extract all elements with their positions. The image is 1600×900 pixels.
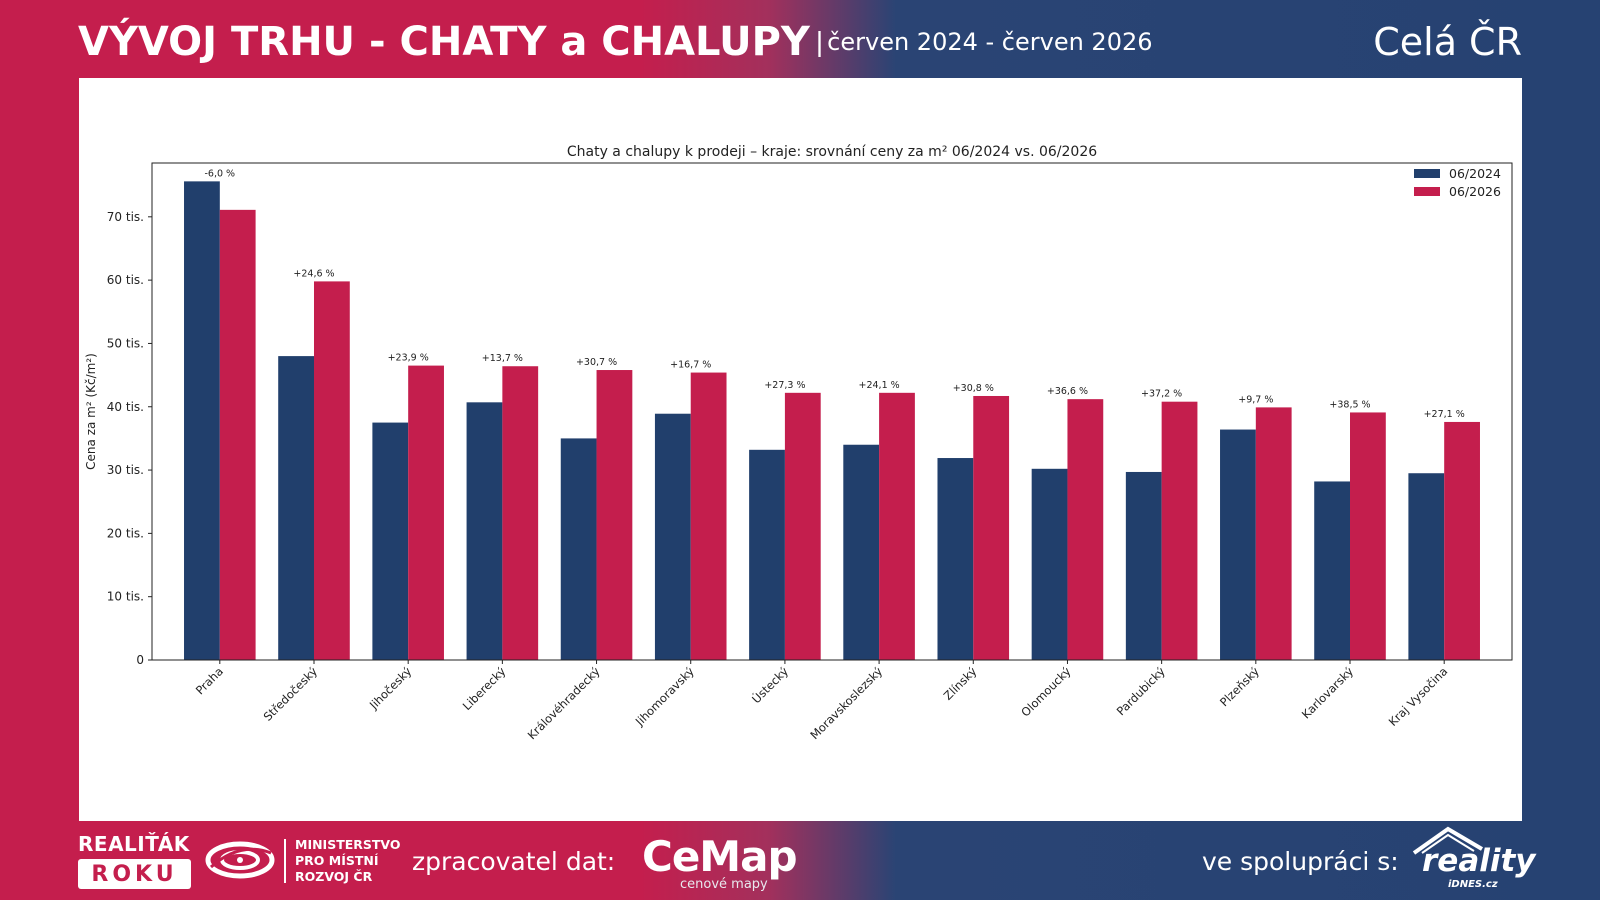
header-title-group: VÝVOJ TRHU - CHATY a CHALUPY | červen 20… bbox=[78, 12, 1153, 72]
change-label: +9,7 % bbox=[1238, 394, 1273, 405]
cemap-logo-text: CeMap bbox=[642, 832, 798, 881]
title-separator: | bbox=[815, 26, 824, 57]
ministry-divider bbox=[284, 839, 286, 883]
change-label: +30,8 % bbox=[953, 383, 994, 394]
y-tick-label: 40 tis. bbox=[107, 400, 144, 414]
x-tick-label: Pardubický bbox=[1114, 664, 1168, 718]
ministry-logo-text: MINISTERSTVO PRO MÍSTNÍ ROZVOJ ČR bbox=[295, 837, 401, 885]
y-tick-label: 20 tis. bbox=[107, 526, 144, 540]
y-tick-label: 30 tis. bbox=[107, 463, 144, 477]
x-tick-label: Královéhradecký bbox=[525, 664, 603, 742]
bar-2026-13 bbox=[1444, 421, 1480, 660]
bar-2026-2 bbox=[408, 365, 444, 660]
cemap-logo-subtitle: cenové mapy bbox=[680, 877, 768, 892]
change-label: +24,1 % bbox=[859, 380, 900, 391]
change-label: -6,0 % bbox=[205, 168, 236, 179]
x-tick-label: Zlínský bbox=[941, 664, 980, 703]
bar-2024-6 bbox=[749, 449, 785, 660]
bar-2026-11 bbox=[1255, 407, 1292, 660]
change-label: +16,7 % bbox=[670, 360, 711, 371]
y-tick-label: 10 tis. bbox=[107, 590, 144, 604]
y-tick-label: 0 bbox=[136, 653, 144, 667]
bar-2026-1 bbox=[313, 281, 350, 660]
house-roof-icon bbox=[1412, 826, 1484, 855]
x-tick-label: Karlovarský bbox=[1299, 664, 1356, 721]
bar-2024-10 bbox=[1125, 471, 1162, 660]
bar-2026-10 bbox=[1161, 401, 1198, 660]
bar-chart: Chaty a chalupy k prodeji – kraje: srovn… bbox=[84, 144, 1513, 742]
bar-2024-5 bbox=[654, 413, 691, 660]
bar-2024-9 bbox=[1031, 468, 1068, 660]
x-tick-label: Jihočeský bbox=[366, 664, 414, 712]
period-subtitle: červen 2024 - červen 2026 bbox=[827, 28, 1153, 56]
chart-panel: Chaty a chalupy k prodeji – kraje: srovn… bbox=[79, 78, 1522, 821]
change-label: +37,2 % bbox=[1141, 389, 1182, 400]
partner-label: ve spolupráci s: bbox=[1202, 847, 1399, 876]
bar-2026-9 bbox=[1067, 399, 1104, 660]
reality-idnes-logo: reality iDNES.cz bbox=[1408, 825, 1536, 895]
region-label: Celá ČR bbox=[1373, 20, 1522, 64]
bar-2026-5 bbox=[690, 372, 727, 660]
change-label: +36,6 % bbox=[1047, 386, 1088, 397]
ministry-line-1: MINISTERSTVO bbox=[295, 837, 401, 852]
ministry-emblem-icon bbox=[205, 841, 275, 879]
change-label: +38,5 % bbox=[1329, 399, 1370, 410]
bar-2024-13 bbox=[1408, 473, 1445, 660]
ministry-line-2: PRO MÍSTNÍ bbox=[295, 853, 379, 868]
bar-2026-3 bbox=[502, 366, 539, 660]
bar-2024-2 bbox=[372, 422, 409, 660]
x-tick-label: Středočeský bbox=[261, 664, 321, 724]
realitak-roku-logo: REALIŤÁK ROKU bbox=[78, 833, 194, 889]
change-label: +27,1 % bbox=[1424, 409, 1465, 420]
ministry-line-3: ROZVOJ ČR bbox=[295, 869, 373, 884]
x-tick-label: Olomoucký bbox=[1018, 664, 1073, 719]
x-tick-label: Jihomoravský bbox=[632, 664, 697, 729]
chart-title: Chaty a chalupy k prodeji – kraje: srovn… bbox=[567, 144, 1097, 160]
change-label: +30,7 % bbox=[576, 357, 617, 368]
bar-2024-3 bbox=[466, 402, 503, 660]
x-tick-label: Liberecký bbox=[460, 664, 509, 713]
legend-swatch-0 bbox=[1414, 169, 1440, 178]
cemap-logo: CeMap cenové mapy bbox=[642, 835, 812, 895]
bar-2026-7 bbox=[879, 392, 915, 660]
legend-swatch-1 bbox=[1414, 187, 1440, 196]
bar-2024-11 bbox=[1220, 429, 1256, 660]
x-tick-label: Plzeňský bbox=[1217, 664, 1262, 709]
x-tick-label: Praha bbox=[193, 664, 226, 697]
bar-2024-1 bbox=[278, 356, 314, 660]
legend-label-0: 06/2024 bbox=[1449, 166, 1501, 181]
bar-2024-4 bbox=[560, 438, 597, 660]
x-tick-label: Kraj Vysočina bbox=[1386, 664, 1451, 729]
data-processor-label: zpracovatel dat: bbox=[412, 847, 616, 876]
bar-2024-0 bbox=[184, 181, 220, 660]
bar-2024-8 bbox=[937, 458, 974, 660]
bar-2026-6 bbox=[784, 392, 821, 660]
x-tick-label: Ústecký bbox=[748, 663, 791, 706]
bar-2024-12 bbox=[1314, 481, 1351, 660]
x-tick-label: Moravskoslezský bbox=[807, 664, 885, 742]
realitak-logo-text: REALIŤÁK bbox=[78, 832, 190, 856]
change-label: +13,7 % bbox=[482, 353, 523, 364]
bar-2026-4 bbox=[596, 370, 633, 660]
bar-2026-0 bbox=[219, 209, 256, 660]
y-tick-label: 60 tis. bbox=[107, 273, 144, 287]
bar-2024-7 bbox=[843, 444, 880, 660]
y-tick-label: 70 tis. bbox=[107, 210, 144, 224]
idnes-logo-text: iDNES.cz bbox=[1448, 879, 1498, 890]
change-label: +27,3 % bbox=[764, 380, 805, 391]
bar-2026-8 bbox=[973, 395, 1010, 660]
change-label: +23,9 % bbox=[388, 353, 429, 364]
y-axis-label: Cena za m² (Kč/m²) bbox=[84, 353, 98, 470]
change-label: +24,6 % bbox=[293, 268, 334, 279]
plot-frame bbox=[151, 162, 1513, 661]
page-title: VÝVOJ TRHU - CHATY a CHALUPY bbox=[78, 19, 810, 65]
reality-logo-text: reality bbox=[1422, 843, 1536, 879]
y-tick-label: 50 tis. bbox=[107, 336, 144, 350]
legend-label-1: 06/2026 bbox=[1449, 184, 1501, 199]
bar-2026-12 bbox=[1350, 412, 1386, 660]
footer: REALIŤÁK ROKU MINISTERSTVO PRO MÍSTNÍ RO… bbox=[0, 821, 1600, 900]
roku-logo-box: ROKU bbox=[78, 859, 191, 889]
